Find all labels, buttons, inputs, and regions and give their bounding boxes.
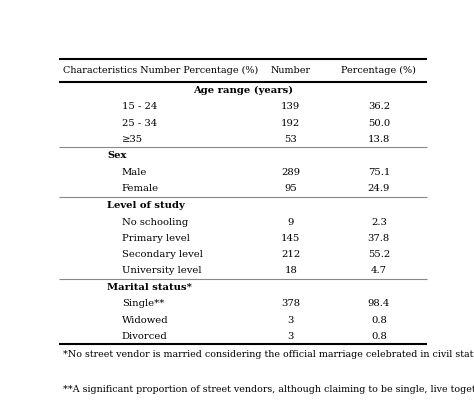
Text: *No street vendor is married considering the official marriage celebrated in civ: *No street vendor is married considering… <box>63 350 474 359</box>
Text: 95: 95 <box>284 184 297 193</box>
Text: 2.3: 2.3 <box>371 218 387 227</box>
Text: ≥35: ≥35 <box>122 135 143 144</box>
Text: 15 - 24: 15 - 24 <box>122 103 157 112</box>
Text: Marital status*: Marital status* <box>107 283 192 292</box>
Text: 3: 3 <box>288 316 294 324</box>
Text: 18: 18 <box>284 266 297 275</box>
Text: Male: Male <box>122 168 147 177</box>
Text: Primary level: Primary level <box>122 234 190 243</box>
Text: 24.9: 24.9 <box>368 184 390 193</box>
Text: 55.2: 55.2 <box>368 250 390 259</box>
Text: Secondary level: Secondary level <box>122 250 202 259</box>
Text: **A significant proportion of street vendors, although claiming to be single, li: **A significant proportion of street ven… <box>63 385 474 394</box>
Text: 139: 139 <box>281 103 301 112</box>
Text: 3: 3 <box>288 332 294 341</box>
Text: 4.7: 4.7 <box>371 266 387 275</box>
Text: 37.8: 37.8 <box>368 234 390 243</box>
Text: 9: 9 <box>288 218 294 227</box>
Text: 36.2: 36.2 <box>368 103 390 112</box>
Text: Level of study: Level of study <box>107 201 185 210</box>
Text: 0.8: 0.8 <box>371 332 387 341</box>
Text: 378: 378 <box>281 299 300 308</box>
Text: University level: University level <box>122 266 201 275</box>
Text: Sex: Sex <box>107 152 127 160</box>
Text: 75.1: 75.1 <box>368 168 390 177</box>
Text: 145: 145 <box>281 234 301 243</box>
Text: 13.8: 13.8 <box>368 135 390 144</box>
Text: 98.4: 98.4 <box>368 299 390 308</box>
Text: 50.0: 50.0 <box>368 119 390 128</box>
Text: Characteristics Number Percentage (%): Characteristics Number Percentage (%) <box>63 66 258 75</box>
Text: Percentage (%): Percentage (%) <box>341 66 416 75</box>
Text: 25 - 34: 25 - 34 <box>122 119 157 128</box>
Text: Age range (years): Age range (years) <box>193 86 293 95</box>
Text: 212: 212 <box>281 250 301 259</box>
Text: Female: Female <box>122 184 159 193</box>
Text: 192: 192 <box>281 119 301 128</box>
Text: 0.8: 0.8 <box>371 316 387 324</box>
Text: Number: Number <box>271 66 311 75</box>
Text: 289: 289 <box>281 168 300 177</box>
Text: Widowed: Widowed <box>122 316 168 324</box>
Text: 53: 53 <box>284 135 297 144</box>
Text: Divorced: Divorced <box>122 332 167 341</box>
Text: No schooling: No schooling <box>122 218 188 227</box>
Text: Single**: Single** <box>122 299 164 308</box>
